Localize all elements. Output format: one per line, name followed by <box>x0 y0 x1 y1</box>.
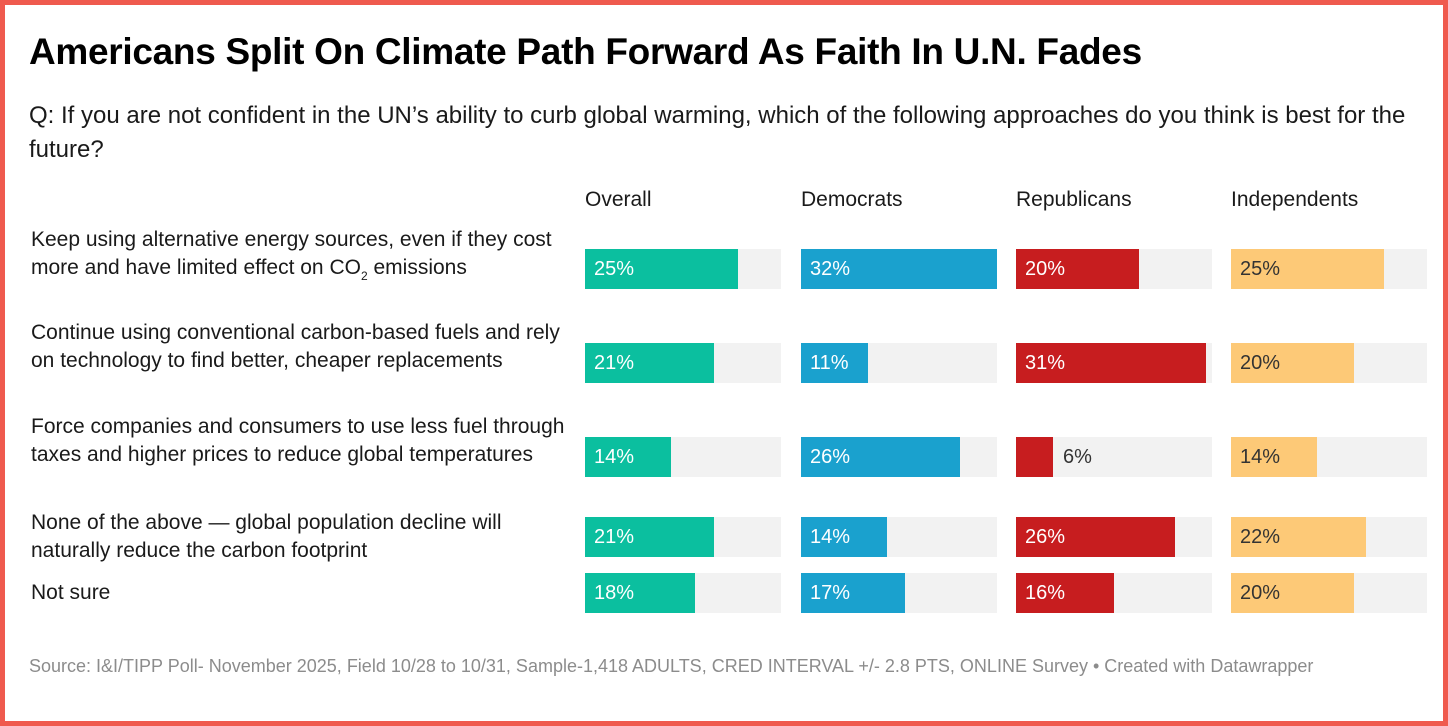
source-note: Source: I&I/TIPP Poll- November 2025, Fi… <box>29 656 1314 676</box>
bar-value-label: 14% <box>1240 446 1281 468</box>
bar-track: 26% <box>1016 517 1212 557</box>
bar-track: 26% <box>801 437 997 477</box>
chart-title: Americans Split On Climate Path Forward … <box>29 31 1142 72</box>
bar-track: 6% <box>1016 437 1212 477</box>
bar-democrats <box>801 249 997 289</box>
bar-value-label: 25% <box>1240 258 1281 280</box>
bar-overall <box>585 437 671 477</box>
chart-subtitle: Q: If you are not confident in the UN’s … <box>29 102 1406 163</box>
bar-overall <box>585 249 738 289</box>
bar-value-label: 18% <box>594 582 635 604</box>
row-label: Keep using alternative energy sources, e… <box>31 228 552 283</box>
bar-value-label: 21% <box>594 352 635 374</box>
bar-independents <box>1231 437 1317 477</box>
bar-independents <box>1231 249 1384 289</box>
bar-value-label: 20% <box>1240 582 1281 604</box>
bar-track: 11% <box>801 343 997 383</box>
bar-value-label: 32% <box>810 258 851 280</box>
bar-track: 20% <box>1231 573 1427 613</box>
bar-value-label: 6% <box>1063 446 1092 468</box>
bar-value-label: 20% <box>1025 258 1066 280</box>
bar-republicans <box>1016 437 1053 477</box>
bar-track: 31% <box>1016 343 1212 383</box>
column-header-independents: Independents <box>1231 188 1359 211</box>
bar-value-label: 26% <box>810 446 851 468</box>
bar-value-label: 16% <box>1025 582 1066 604</box>
bar-value-label: 14% <box>594 446 635 468</box>
bar-value-label: 26% <box>1025 526 1066 548</box>
bar-value-label: 22% <box>1240 526 1281 548</box>
bar-democrats <box>801 517 887 557</box>
bar-value-label: 17% <box>810 582 851 604</box>
bar-track: 14% <box>585 437 781 477</box>
bar-track: 18% <box>585 573 781 613</box>
bar-track: 22% <box>1231 517 1427 557</box>
subscript: 2 <box>360 269 368 283</box>
column-header-overall: Overall <box>585 188 652 211</box>
bar-republicans <box>1016 573 1114 613</box>
bar-value-label: 11% <box>810 352 849 374</box>
bar-value-label: 31% <box>1025 352 1066 374</box>
bar-republicans <box>1016 249 1139 289</box>
bar-value-label: 25% <box>594 258 635 280</box>
row-label: Not sure <box>31 581 111 604</box>
bar-track: 25% <box>1231 249 1427 289</box>
bar-track: 20% <box>1016 249 1212 289</box>
row-label: None of the above — global population de… <box>31 511 502 562</box>
bar-track: 25% <box>585 249 781 289</box>
bar-track: 21% <box>585 343 781 383</box>
bar-independents <box>1231 573 1354 613</box>
bar-republicans <box>1016 517 1175 557</box>
bar-track: 17% <box>801 573 997 613</box>
bar-republicans <box>1016 343 1206 383</box>
bar-value-label: 21% <box>594 526 635 548</box>
bar-independents <box>1231 517 1366 557</box>
bar-track: 32% <box>801 249 997 289</box>
row-label: Continue using conventional carbon-based… <box>31 321 560 372</box>
column-header-republicans: Republicans <box>1016 188 1132 211</box>
bar-democrats <box>801 573 905 613</box>
bar-value-label: 20% <box>1240 352 1281 374</box>
bar-track: 21% <box>585 517 781 557</box>
bar-track: 14% <box>1231 437 1427 477</box>
bar-overall <box>585 343 714 383</box>
bar-overall <box>585 573 695 613</box>
bar-track: 16% <box>1016 573 1212 613</box>
row-label: Force companies and consumers to use les… <box>31 415 565 466</box>
bar-track: 14% <box>801 517 997 557</box>
bar-value-label: 14% <box>810 526 851 548</box>
bar-democrats <box>801 437 960 477</box>
bar-independents <box>1231 343 1354 383</box>
bar-democrats <box>801 343 868 383</box>
column-header-democrats: Democrats <box>801 188 903 211</box>
bar-track: 20% <box>1231 343 1427 383</box>
bar-overall <box>585 517 714 557</box>
